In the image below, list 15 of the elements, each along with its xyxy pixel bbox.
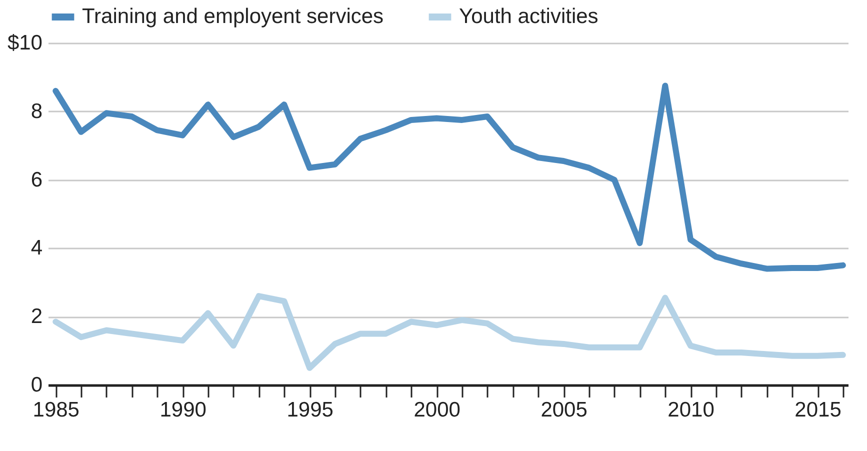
x-tick-label: 1985: [32, 398, 80, 422]
y-tick-label: 2: [30, 305, 42, 328]
legend-label: Training and employent services: [82, 5, 384, 28]
y-tick-label: 4: [30, 236, 43, 260]
y-tick-label: 6: [30, 168, 42, 192]
y-tick-label: 0: [30, 374, 42, 396]
y-tick-label: 8: [30, 100, 42, 123]
x-tick-label: 1995: [286, 398, 334, 422]
x-tick-label: 2015: [794, 398, 842, 422]
x-tick-label: 2010: [668, 398, 714, 422]
x-tick-label: 2005: [540, 398, 588, 422]
x-tick-label: 1990: [160, 398, 206, 422]
y-tick-label: $10: [7, 32, 42, 54]
legend-label: Youth activities: [459, 5, 598, 28]
x-tick-label: 2000: [414, 398, 460, 422]
